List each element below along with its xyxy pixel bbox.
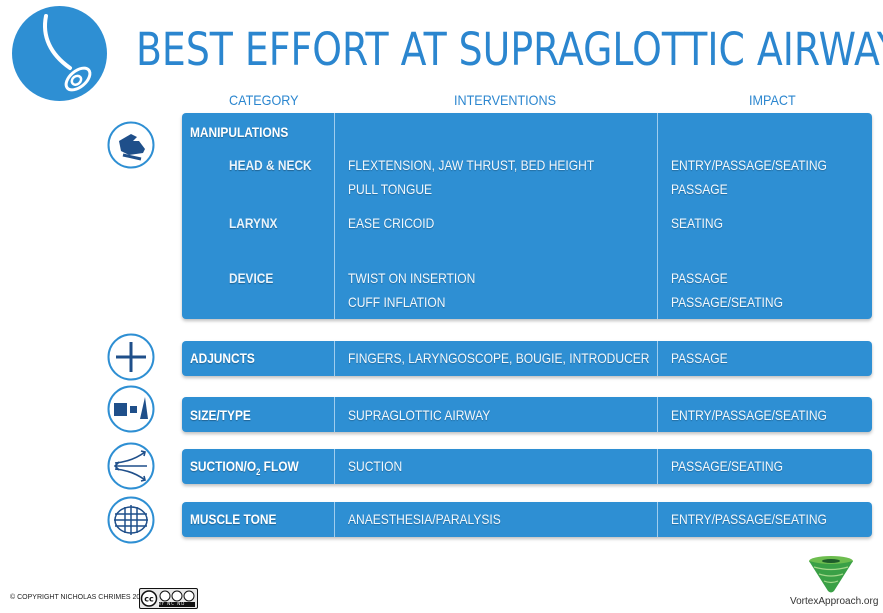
creative-commons-badge: cc	[139, 588, 198, 609]
manipulations-section	[182, 113, 872, 319]
intervention-text: SUCTION	[348, 458, 403, 474]
category-muscle-tone: MUSCLE TONE	[190, 511, 277, 527]
column-header-category: CATEGORY	[229, 92, 299, 108]
impact-text: PASSAGE/SEATING	[671, 458, 783, 474]
subcategory-device: DEVICE	[229, 270, 274, 286]
intervention-text: FLEXTENSION, JAW THRUST, BED HEIGHT	[348, 157, 595, 173]
column-header-interventions: INTERVENTIONS	[454, 92, 556, 108]
column-header-impact: IMPACT	[749, 92, 796, 108]
category-adjuncts: ADJUNCTS	[190, 350, 255, 366]
suction-label-subscript: 2	[256, 466, 261, 477]
flow-arrows-icon	[107, 442, 155, 490]
muscle-fibre-icon	[107, 496, 155, 544]
impact-text: PASSAGE/SEATING	[671, 294, 783, 310]
intervention-text: EASE CRICOID	[348, 215, 435, 231]
intervention-text: PULL TONGUE	[348, 181, 433, 197]
muscle-tone-row	[182, 502, 872, 537]
hand-icon	[107, 121, 155, 169]
category-size-type: SIZE/TYPE	[190, 407, 251, 423]
intervention-text: SUPRAGLOTTIC AIRWAY	[348, 407, 491, 423]
supraglottic-airway-logo	[12, 6, 107, 101]
copyright-notice: © COPYRIGHT NICHOLAS CHRIMES 2013, 2016	[10, 594, 168, 601]
intervention-text: TWIST ON INSERTION	[348, 270, 476, 286]
impact-text: ENTRY/PASSAGE/SEATING	[671, 407, 827, 423]
page-title: BEST EFFORT AT SUPRAGLOTTIC AIRWAY	[136, 23, 883, 76]
subcategory-larynx: LARYNX	[229, 215, 278, 231]
size-shapes-icon	[107, 385, 155, 433]
impact-text: SEATING	[671, 215, 723, 231]
intervention-text: CUFF INFLATION	[348, 294, 446, 310]
impact-text: ENTRY/PASSAGE/SEATING	[671, 511, 827, 527]
suction-row	[182, 449, 872, 484]
impact-text: PASSAGE	[671, 181, 728, 197]
plus-icon	[107, 333, 155, 381]
impact-text: PASSAGE	[671, 350, 728, 366]
vortex-logo-icon	[809, 556, 853, 593]
impact-text: PASSAGE	[671, 270, 728, 286]
license-badge-text: BY NC ND	[158, 601, 186, 606]
size-type-row	[182, 397, 872, 432]
intervention-text: ANAESTHESIA/PARALYSIS	[348, 511, 501, 527]
impact-text: ENTRY/PASSAGE/SEATING	[671, 157, 827, 173]
subcategory-head-neck: HEAD & NECK	[229, 157, 312, 173]
intervention-text: FINGERS, LARYNGOSCOPE, BOUGIE, INTRODUCE…	[348, 350, 650, 366]
adjuncts-row	[182, 341, 872, 376]
supraglottic-airway-icon	[43, 14, 92, 92]
suction-label-main: SUCTION/O	[190, 458, 257, 474]
category-manipulations: MANIPULATIONS	[190, 124, 289, 140]
svg-text:cc: cc	[144, 595, 154, 604]
cc-license-icon: cc	[140, 590, 195, 607]
suction-label-tail: FLOW	[260, 458, 299, 474]
website-link[interactable]: VortexApproach.org	[790, 596, 879, 607]
category-suction-o2-flow: SUCTION/O2 FLOW	[190, 454, 299, 484]
